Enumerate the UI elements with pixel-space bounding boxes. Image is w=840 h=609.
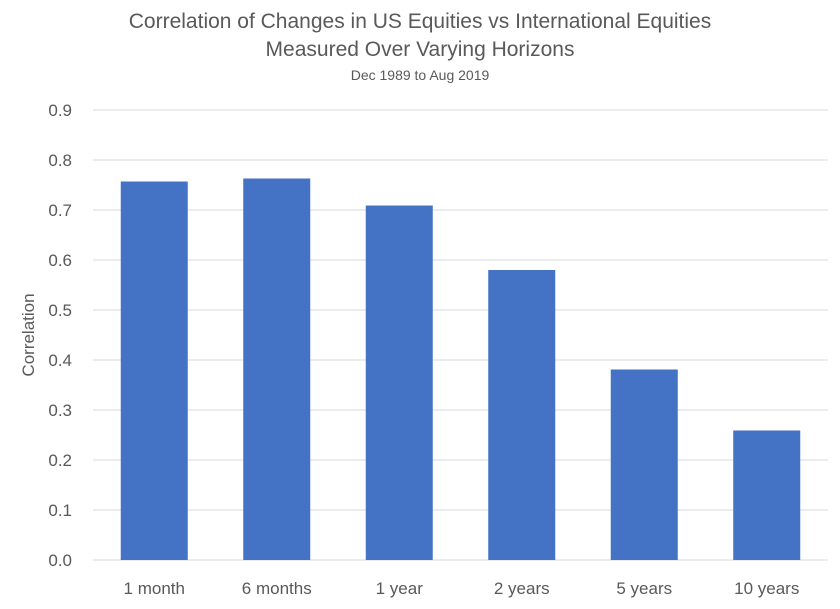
y-tick-label: 0.3	[48, 401, 72, 420]
y-tick-label: 0.2	[48, 451, 72, 470]
chart-subtitle: Dec 1989 to Aug 2019	[350, 67, 490, 83]
bar-1-month	[120, 181, 188, 560]
y-tick-label: 0.6	[48, 251, 72, 270]
y-axis-title: Correlation	[19, 293, 38, 376]
y-tick-label: 0.0	[48, 551, 72, 570]
chart-title-block: Correlation of Changes in US Equities vs…	[0, 8, 840, 85]
chart-title-line-2: Measured Over Varying Horizons	[265, 38, 575, 61]
bar-5-years	[610, 369, 678, 560]
chart-title-line-1: Correlation of Changes in US Equities vs…	[128, 10, 712, 33]
y-tick-label: 0.8	[48, 151, 72, 170]
bar-1-year	[365, 205, 433, 560]
x-axis-tick-labels: 1 month 6 months 1 year 2 years 5 years 10 ye…	[124, 579, 800, 598]
x-tick-label: 1 year	[376, 579, 424, 598]
x-tick-label: 6 months	[242, 579, 312, 598]
gridlines	[93, 109, 828, 561]
x-tick-label: 10 years	[734, 579, 799, 598]
bar-2-years	[488, 270, 556, 560]
x-tick-label: 2 years	[494, 579, 550, 598]
y-axis-tick-labels: 0.0 0.1 0.2 0.3 0.4 0.5 0.6 0.7 0.8 0.9	[48, 101, 72, 570]
y-tick-label: 0.1	[48, 501, 72, 520]
bar-6-months	[243, 178, 311, 560]
y-tick-label: 0.9	[48, 101, 72, 120]
y-tick-label: 0.4	[48, 351, 72, 370]
x-tick-label: 1 month	[124, 579, 185, 598]
y-tick-label: 0.7	[48, 201, 72, 220]
bars	[120, 178, 801, 560]
y-tick-label: 0.5	[48, 301, 72, 320]
x-tick-label: 5 years	[616, 579, 672, 598]
bar-10-years	[733, 430, 801, 560]
